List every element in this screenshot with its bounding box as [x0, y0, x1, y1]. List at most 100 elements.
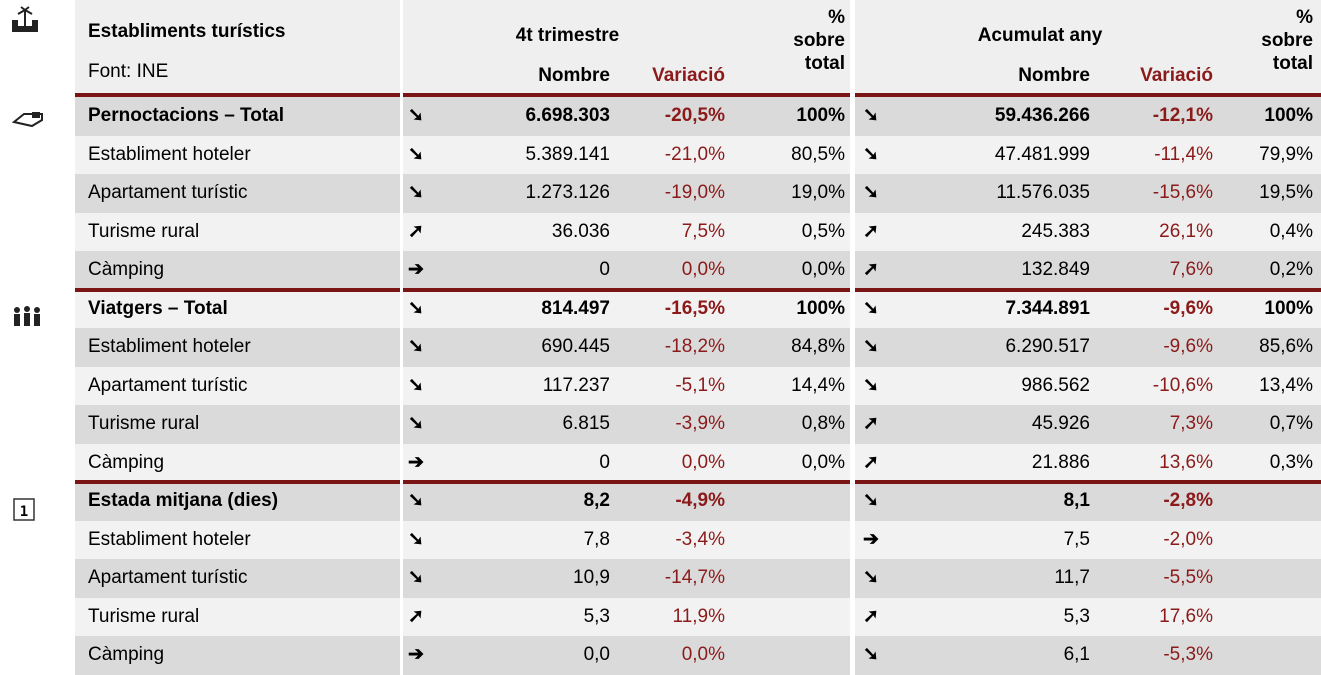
col-pct: sobre — [1261, 30, 1313, 51]
nombre: 36.036 — [551, 220, 610, 242]
row-label: Càmping — [88, 644, 165, 666]
people-icon — [14, 306, 40, 326]
nombre: 6.815 — [562, 413, 610, 435]
nombre: 5,3 — [1063, 605, 1090, 627]
variacio: -9,6% — [1163, 297, 1213, 319]
pct-total: 79,9% — [1259, 143, 1313, 165]
separator — [75, 287, 1321, 292]
variacio: -9,6% — [1163, 336, 1213, 358]
nombre: 59.436.266 — [994, 105, 1090, 127]
nombre: 11.576.035 — [996, 182, 1090, 204]
row-label: Turisme rural — [88, 605, 200, 627]
variacio: -2,8% — [1163, 490, 1213, 512]
header-bg — [75, 0, 400, 93]
row-label: Estada mitjana (dies) — [88, 490, 279, 512]
pct-total: 0,4% — [1269, 220, 1313, 242]
nombre: 8,2 — [583, 490, 610, 512]
trend-arrow: ➘ — [408, 567, 424, 589]
pct-total: 0,0% — [801, 451, 845, 473]
row-label: Apartament turístic — [88, 374, 248, 396]
trend-arrow: ➚ — [863, 220, 879, 242]
pct-total: 100% — [796, 297, 845, 319]
variacio: -12,1% — [1152, 105, 1213, 127]
nombre: 11,7 — [1054, 567, 1090, 589]
trend-arrow: ➔ — [863, 528, 879, 550]
variacio: -21,0% — [664, 143, 725, 165]
variacio: -20,5% — [664, 105, 725, 127]
trend-arrow: ➘ — [408, 374, 424, 396]
variacio: -3,9% — [675, 413, 725, 435]
trend-arrow: ➘ — [408, 105, 424, 127]
beach-icon — [12, 6, 38, 32]
trend-arrow: ➘ — [863, 644, 879, 666]
row-bg — [75, 405, 1321, 444]
col-nombre: Nombre — [538, 65, 610, 86]
variacio: 17,6% — [1159, 605, 1213, 627]
trend-arrow: ➘ — [863, 297, 879, 319]
nombre: 47.481.999 — [994, 143, 1090, 165]
variacio: -16,5% — [664, 297, 725, 319]
pct-total: 14,4% — [791, 374, 845, 396]
nombre: 21.886 — [1031, 451, 1090, 473]
row-label: Establiment hoteler — [88, 143, 251, 165]
variacio: -5,3% — [1163, 644, 1213, 666]
nombre: 117.237 — [542, 374, 610, 396]
trend-arrow: ➘ — [863, 182, 879, 204]
row-bg — [75, 482, 1321, 521]
nombre: 690.445 — [541, 336, 610, 358]
pct-total: 19,5% — [1259, 182, 1313, 204]
trend-arrow: ➔ — [408, 644, 424, 666]
bed-icon — [12, 112, 43, 128]
row-bg — [75, 289, 1321, 328]
pct-total: 13,4% — [1259, 374, 1313, 396]
nombre: 45.926 — [1031, 413, 1090, 435]
trend-arrow: ➚ — [863, 413, 879, 435]
header-bg — [853, 0, 1321, 93]
nombre: 6.290.517 — [1005, 336, 1090, 358]
separator — [75, 480, 1321, 484]
trend-arrow: ➚ — [863, 451, 879, 473]
pct-total: 85,6% — [1259, 336, 1313, 358]
variacio: 7,3% — [1169, 413, 1213, 435]
trend-arrow: ➘ — [408, 297, 424, 319]
nombre: 7,5 — [1063, 528, 1090, 550]
nombre: 814.497 — [541, 297, 610, 319]
variacio: -14,7% — [664, 567, 725, 589]
trend-arrow: ➘ — [408, 143, 424, 165]
nombre: 10,9 — [573, 567, 610, 589]
row-label: Turisme rural — [88, 413, 200, 435]
variacio: 0,0% — [681, 259, 725, 281]
row-bg — [75, 597, 1321, 636]
nombre: 6.698.303 — [525, 105, 610, 127]
pct-total: 19,0% — [791, 182, 845, 204]
variacio: 26,1% — [1159, 220, 1213, 242]
variacio: -4,9% — [675, 490, 725, 512]
header-bg — [403, 0, 850, 93]
nombre: 1.273.126 — [525, 182, 610, 204]
variacio: -3,4% — [675, 528, 725, 550]
row-label: Apartament turístic — [88, 182, 248, 204]
row-bg — [75, 366, 1321, 405]
trend-arrow: ➚ — [863, 605, 879, 627]
trend-arrow: ➘ — [408, 336, 424, 358]
row-bg — [75, 97, 1321, 136]
nombre: 986.562 — [1021, 374, 1090, 396]
row-label: Càmping — [88, 259, 165, 281]
header-title: Establiments turístics — [88, 21, 286, 42]
pct-total: 0,7% — [1269, 413, 1313, 435]
variacio: 11,9% — [672, 605, 725, 627]
pct-total: 0,8% — [801, 413, 845, 435]
trend-arrow: ➘ — [863, 490, 879, 512]
nombre: 132.849 — [1021, 259, 1090, 281]
row-bg — [75, 212, 1321, 251]
separator — [75, 93, 1321, 97]
row-label: Establiment hoteler — [88, 528, 251, 550]
variacio: 0,0% — [681, 644, 725, 666]
pct-total: 0,3% — [1269, 451, 1313, 473]
row-bg — [75, 135, 1321, 174]
col-variacio: Variació — [1140, 65, 1213, 86]
svg-text:1: 1 — [20, 504, 28, 520]
trend-arrow: ➘ — [863, 336, 879, 358]
group-title: Acumulat any — [977, 25, 1103, 46]
row-bg — [75, 443, 1321, 482]
